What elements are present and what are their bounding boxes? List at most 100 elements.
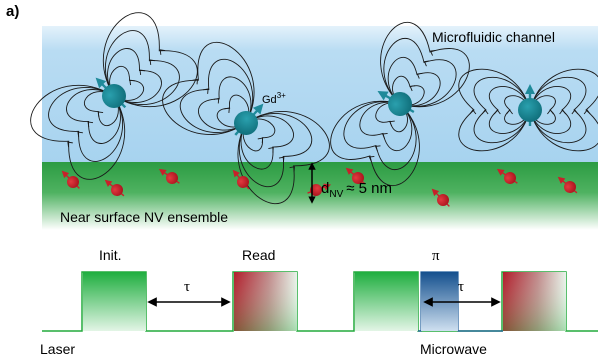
tau-label-1: τ	[184, 279, 190, 295]
gd-ion	[518, 98, 542, 122]
nv-spin-arrowhead	[557, 176, 566, 184]
field-line-arrow	[97, 111, 104, 117]
field-line	[473, 76, 531, 144]
pi-label: π	[432, 248, 440, 264]
field-line-arrow	[257, 137, 264, 144]
read-laser-pulse-overlay	[234, 272, 297, 331]
field-line	[380, 21, 470, 107]
microwave-label: Microwave	[420, 341, 487, 357]
nv-spin-arrowhead	[158, 168, 167, 176]
nv-spin-arrowhead	[232, 169, 240, 178]
field-line	[66, 89, 121, 144]
ion-spin-arrowhead	[95, 77, 107, 89]
field-line-arrow	[139, 69, 145, 76]
nv-center	[237, 176, 249, 188]
field-line-arrow	[494, 109, 501, 115]
ion-spin-arrowhead	[525, 84, 535, 94]
ion-spin-arrowhead	[252, 103, 264, 115]
field-line-arrow	[289, 166, 296, 172]
read-laser-pulse-2-overlay	[503, 272, 566, 331]
nv-center	[504, 172, 516, 184]
field-line	[529, 68, 598, 152]
field-line-arrow	[268, 147, 274, 153]
field-line-arrow	[213, 97, 220, 104]
field-line	[105, 30, 180, 105]
field-line-arrow	[192, 78, 198, 85]
field-line-arrow	[423, 60, 430, 67]
nv-spin-arrowhead	[496, 168, 505, 176]
nv-center	[564, 181, 576, 193]
field-line	[387, 57, 441, 107]
tau-label-2: τ	[458, 279, 464, 295]
field-line-arrow	[77, 131, 83, 138]
nv-ensemble-label: Near surface NV ensemble	[60, 209, 228, 225]
field-line-arrow	[506, 109, 513, 115]
read-label: Read	[242, 247, 275, 263]
laser-label: Laser	[40, 341, 75, 357]
field-line-arrow	[224, 107, 230, 114]
nv-spin-3	[158, 168, 180, 184]
ion-spin-arrowhead	[377, 91, 389, 101]
field-line-arrow	[382, 132, 388, 139]
field-line-arrow	[67, 141, 73, 148]
dipole-group-1	[30, 12, 198, 180]
field-line	[198, 76, 252, 131]
nv-spin-8	[496, 168, 518, 184]
nv-center	[166, 172, 178, 184]
gd-ion	[234, 111, 258, 135]
dipole-group-4	[458, 68, 598, 152]
field-line	[162, 41, 255, 135]
field-line	[48, 87, 123, 162]
field-line	[529, 86, 571, 134]
microfluidic-channel-region	[42, 26, 598, 162]
field-line-arrow	[559, 109, 566, 115]
init-label: Init.	[99, 247, 122, 263]
field-line	[489, 86, 531, 134]
nv-center	[437, 194, 449, 206]
panel-label: a)	[6, 3, 19, 20]
nv-center	[352, 172, 364, 184]
gd-ion	[102, 84, 126, 108]
field-line	[30, 84, 126, 180]
field-line-arrow	[481, 109, 489, 115]
field-line-arrow	[203, 88, 209, 94]
field-line-arrow	[469, 109, 477, 115]
field-line-arrow	[368, 155, 375, 162]
nv-spin-7	[431, 188, 450, 207]
field-line-arrow	[374, 145, 381, 152]
field-line-arrow	[278, 156, 285, 163]
field-line	[330, 101, 420, 187]
field-line	[529, 76, 587, 144]
field-line-arrow	[429, 49, 436, 56]
nv-spin-arrowhead	[431, 188, 440, 197]
nv-center	[111, 184, 123, 196]
field-line-arrow	[583, 109, 591, 115]
nv-center	[67, 176, 79, 188]
nv-spin-arrowhead	[323, 183, 332, 191]
field-line	[102, 12, 198, 108]
field-line-arrow	[409, 85, 416, 92]
field-line-arrow	[571, 109, 579, 115]
nv-spin-9	[557, 176, 578, 194]
init-laser-pulse	[83, 272, 146, 331]
depth-label: dNV ≈ 5 nm	[321, 180, 392, 200]
field-line	[383, 38, 457, 107]
nv-spin-arrowhead	[104, 179, 113, 187]
field-line	[343, 101, 417, 170]
field-line-arrow	[416, 72, 423, 79]
channel-label: Microfluidic channel	[432, 29, 555, 45]
gd-ion	[388, 92, 412, 116]
field-line	[239, 112, 313, 188]
diamond-surface-region	[42, 162, 598, 230]
field-line	[179, 58, 253, 134]
field-line	[240, 115, 294, 170]
field-line	[359, 101, 413, 151]
field-line	[107, 48, 162, 103]
nv-spin-4	[232, 169, 250, 190]
nv-spin-2	[104, 179, 125, 197]
gd-ion-label: Gd3+	[262, 91, 286, 106]
init-laser-pulse-2	[355, 272, 418, 331]
field-line-arrow	[149, 59, 156, 65]
field-line-arrow	[159, 49, 166, 55]
